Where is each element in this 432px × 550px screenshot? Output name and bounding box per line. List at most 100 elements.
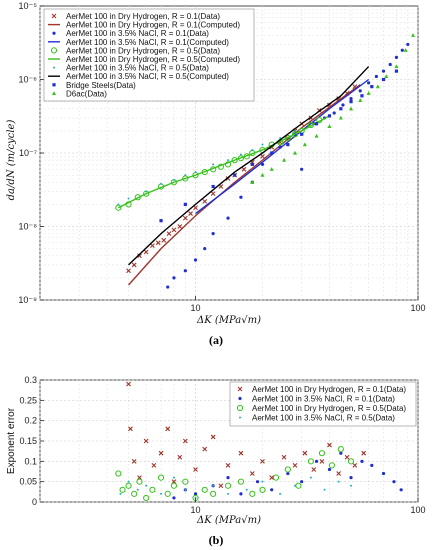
data-point — [249, 471, 255, 476]
x-axis-label-a: ΔK (MPa√m) — [196, 315, 261, 326]
data-point — [188, 211, 193, 216]
data-point — [166, 231, 172, 237]
legend-entry: D6ac(Data) — [66, 89, 107, 98]
data-point-b — [161, 237, 167, 243]
data-point-b — [143, 438, 149, 444]
data-point — [231, 157, 238, 164]
data-point — [193, 492, 198, 496]
panel-label-a: (a) — [209, 333, 223, 347]
data-point — [406, 42, 410, 47]
series-aermet-100-in-3-5-nacl-r-0-5-data — [117, 129, 296, 206]
data-point-b — [193, 467, 198, 472]
data-point — [131, 262, 137, 268]
panel-a: 10 100 10⁻⁹ 10⁻⁸ 10⁻⁷ 10⁻⁶ 10⁻⁵ AerMet 100 in … — [6, 1, 426, 347]
data-point — [314, 133, 319, 138]
data-point-b — [238, 450, 244, 456]
series-aermet-100-in-dry-hydrogen-r-0-1-data — [126, 381, 367, 489]
legend-entry: AerMet 100 in Dry Hydrogen, R = 0.5(Data… — [252, 404, 406, 413]
data-point — [160, 182, 163, 185]
data-point — [182, 438, 188, 444]
data-point — [249, 490, 256, 497]
data-point — [211, 184, 215, 189]
data-point — [237, 478, 245, 485]
data-point-b — [182, 215, 188, 221]
data-point-b — [269, 475, 275, 480]
data-point-b — [311, 467, 317, 472]
data-point — [115, 470, 122, 477]
data-point — [171, 227, 177, 233]
y-tick-label: 10⁻⁵ — [19, 1, 38, 11]
legend-swatch — [51, 13, 57, 19]
data-point — [149, 486, 156, 493]
x-axis-label-b: ΔK (MPa√m) — [196, 515, 261, 526]
y-tick-label: 0.3 — [24, 375, 37, 385]
legend-entry: AerMet 100 in Dry Hydrogen, R = 0.1(Comp… — [66, 21, 240, 30]
data-point — [184, 488, 187, 491]
data-point — [136, 488, 139, 491]
data-point-b — [131, 262, 137, 268]
series-d6ac-data — [250, 33, 416, 184]
data-point — [350, 484, 353, 487]
data-point — [177, 224, 183, 229]
data-point — [403, 48, 408, 52]
data-point — [143, 438, 149, 444]
y-tick-label: 0.05 — [19, 477, 37, 487]
legend-swatch — [237, 386, 243, 392]
data-point — [302, 142, 307, 147]
data-point — [367, 81, 371, 85]
data-point — [128, 426, 133, 432]
y-axis-label-b: Exponent error — [6, 407, 17, 474]
legend-box — [43, 8, 255, 102]
data-point — [172, 476, 175, 479]
data-point — [245, 488, 248, 491]
data-point — [381, 77, 386, 82]
data-point — [370, 85, 374, 89]
legend-entry: AerMet 100 in 3.5% NaCl, R = 0.5(Data) — [252, 414, 395, 423]
data-point — [159, 219, 163, 223]
series-line — [195, 78, 370, 215]
y-tick-label: 10⁻⁶ — [19, 75, 38, 85]
data-point — [339, 451, 343, 455]
data-point — [239, 153, 242, 156]
data-point-b — [327, 442, 332, 448]
legend-swatch-b — [237, 386, 243, 392]
series-aermet-100-in-dry-hydrogen-r-0-5-computed — [118, 115, 330, 209]
x-tick-label: 10 — [191, 505, 201, 515]
series-b — [115, 381, 403, 502]
data-point-b — [218, 483, 224, 489]
series-aermet-100-in-dry-hydrogen-r-0-5-data — [115, 446, 355, 502]
data-point-b — [336, 471, 342, 476]
legend-entry: Bridge Steels(Data) — [66, 81, 136, 90]
data-point-b — [158, 450, 164, 456]
data-point — [293, 484, 296, 487]
data-point-b — [361, 450, 367, 456]
y-tick-label: 10⁻⁷ — [19, 148, 37, 158]
data-point — [250, 162, 254, 166]
data-point — [286, 471, 290, 476]
data-point-b — [177, 454, 183, 460]
data-point — [358, 89, 362, 93]
data-point — [226, 476, 230, 480]
legend-entry: AerMet 100 in Dry Hydrogen, R = 0.5(Data… — [66, 46, 220, 55]
data-point — [327, 467, 332, 472]
data-point — [328, 462, 335, 469]
data-point — [211, 232, 215, 236]
data-point — [327, 442, 332, 448]
data-point — [269, 167, 274, 171]
data-point — [160, 492, 163, 495]
legend-entry: AerMet 100 in Dry Hydrogen, R = 0.1(Data… — [252, 385, 406, 394]
data-point — [182, 478, 189, 485]
legend-entry: AerMet 100 in 3.5% NaCl, R = 0.1(Compute… — [66, 38, 229, 47]
data-point-b — [193, 205, 198, 211]
data-point — [164, 490, 171, 497]
data-point-b — [260, 153, 265, 159]
data-point — [399, 488, 403, 492]
series-a — [115, 33, 416, 289]
data-point — [227, 492, 230, 495]
x-tick-label: 10 — [191, 303, 201, 313]
legend-swatch — [53, 66, 55, 69]
data-point — [358, 98, 363, 102]
data-point — [151, 463, 157, 468]
data-point — [392, 480, 396, 484]
data-point-b — [177, 224, 183, 229]
